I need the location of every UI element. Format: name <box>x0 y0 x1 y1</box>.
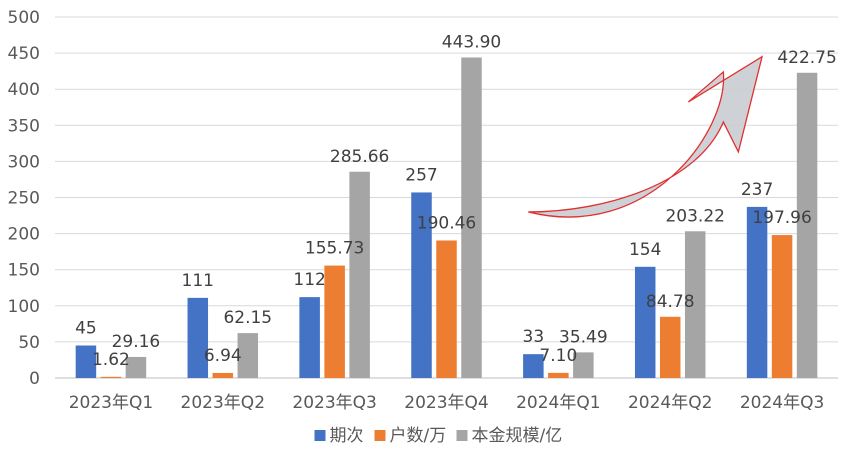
data-label: 443.90 <box>442 33 501 53</box>
bar <box>771 235 793 378</box>
data-label: 7.10 <box>539 346 577 366</box>
bar <box>237 333 259 378</box>
bar <box>324 265 345 378</box>
bar <box>573 352 594 378</box>
bar <box>634 266 656 378</box>
x-category-label: 2023年Q3 <box>292 393 376 413</box>
x-category-label: 2024年Q2 <box>628 393 712 413</box>
data-label: 154 <box>629 240 661 260</box>
data-label: 84.78 <box>646 292 695 312</box>
bars <box>75 57 818 378</box>
y-tick-label: 150 <box>8 261 40 281</box>
x-category-label: 2024年Q1 <box>516 393 600 413</box>
data-label: 257 <box>405 165 437 185</box>
y-tick-label: 50 <box>18 333 40 353</box>
x-axis-categories: 2023年Q1 2023年Q2 2023年Q3 2023年Q4 2024年Q1 2024年… <box>69 393 825 413</box>
data-label: 203.22 <box>665 206 724 226</box>
y-tick-label: 100 <box>8 297 40 317</box>
bar <box>212 372 234 378</box>
bar <box>796 72 818 378</box>
data-label: 62.15 <box>223 308 272 328</box>
data-label: 237 <box>741 180 773 200</box>
bar <box>411 192 432 378</box>
bar <box>299 297 320 378</box>
legend-label: 户数/万 <box>390 426 447 446</box>
data-label: 111 <box>182 271 214 291</box>
data-label: 422.75 <box>777 48 836 68</box>
y-tick-label: 300 <box>8 152 40 172</box>
data-label: 45 <box>75 319 97 339</box>
bar <box>436 240 457 378</box>
bar <box>746 206 768 378</box>
bar <box>461 57 482 378</box>
trend-arrow <box>528 55 764 218</box>
data-label: 35.49 <box>559 327 608 347</box>
y-tick-label: 250 <box>8 189 40 209</box>
data-label: 190.46 <box>417 213 476 233</box>
legend: 期次 户数/万 本金规模/亿 <box>314 426 563 446</box>
bar <box>100 376 122 378</box>
data-label: 112 <box>293 270 325 290</box>
y-tick-label: 350 <box>8 116 40 136</box>
data-label: 6.94 <box>204 346 242 366</box>
y-tick-label: 400 <box>8 80 40 100</box>
gridlines <box>55 16 838 379</box>
y-tick-label: 500 <box>8 8 40 28</box>
data-label: 1.62 <box>92 350 130 370</box>
x-category-label: 2023年Q1 <box>69 393 153 413</box>
data-label: 33 <box>523 327 545 347</box>
bar <box>548 372 569 378</box>
data-label: 29.16 <box>112 332 161 352</box>
legend-swatch <box>456 430 468 441</box>
legend-label: 本金规模/亿 <box>472 426 563 446</box>
data-label: 197.96 <box>752 208 811 228</box>
y-tick-label: 450 <box>8 44 40 64</box>
data-label: 155.73 <box>305 239 364 259</box>
data-label: 285.66 <box>330 147 389 167</box>
x-category-label: 2024年Q3 <box>740 393 824 413</box>
bar <box>349 171 370 378</box>
y-tick-label: 200 <box>8 225 40 245</box>
x-category-label: 2023年Q2 <box>181 393 265 413</box>
y-tick-label: 0 <box>29 369 40 389</box>
bar <box>659 316 681 378</box>
legend-label: 期次 <box>330 426 364 446</box>
bar <box>523 354 544 378</box>
legend-swatch <box>314 430 326 441</box>
bar <box>684 231 706 378</box>
trend-arrow-shape <box>528 55 764 218</box>
bar <box>75 345 97 378</box>
bar <box>125 356 147 378</box>
legend-swatch <box>374 430 386 441</box>
y-axis-ticks: 0 50 100 150 200 250 300 350 400 450 500 <box>8 8 40 389</box>
x-category-label: 2023年Q4 <box>404 393 488 413</box>
bar <box>187 297 209 378</box>
